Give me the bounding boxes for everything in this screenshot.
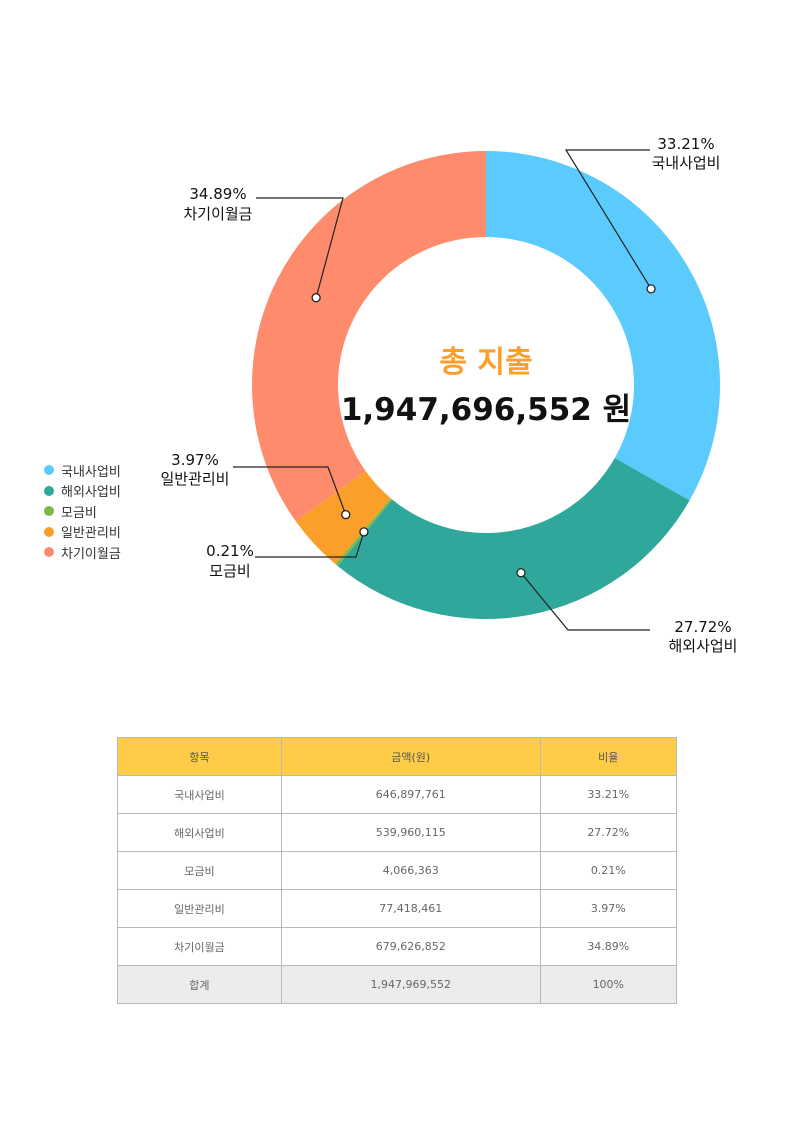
slice-category-label: 국내사업비: [651, 154, 720, 172]
legend-label: 모금비: [61, 505, 97, 521]
table-cell: 646,897,761: [280, 775, 541, 814]
legend-swatch: [44, 506, 54, 517]
legend-swatch: [44, 485, 54, 496]
expense-table: 항목 금액(원) 비율 국내사업비 646,897,761 33.21% 해외사…: [117, 737, 678, 1004]
slice-percent-label: 3.97%: [171, 451, 219, 469]
donut-slice: [337, 458, 690, 620]
donut-slice: [252, 151, 486, 522]
slice-category-label: 모금비: [209, 562, 250, 580]
table-cell: 100%: [539, 965, 678, 1004]
callout-marker: [341, 510, 351, 520]
table-cell: 0.21%: [539, 851, 678, 890]
legend-label: 일반관리비: [61, 526, 121, 542]
legend-label: 해외사업비: [61, 485, 121, 501]
slice-category-label: 차기이월금: [183, 205, 252, 223]
callout-leader-line: [564, 149, 652, 290]
table-cell: 27.72%: [539, 813, 678, 852]
table-cell: 77,418,461: [280, 889, 541, 928]
center-title: 총 지출: [439, 345, 532, 380]
legend-item: 해외사업비: [44, 481, 121, 502]
chart-legend: 국내사업비 해외사업비 모금비 일반관리비 차기이월금: [44, 460, 121, 563]
table-cell: 34.89%: [539, 927, 678, 966]
callout-marker: [646, 284, 656, 294]
table-cell: 4,066,363: [280, 851, 541, 890]
table-cell: 모금비: [117, 851, 282, 890]
slice-percent-label: 0.21%: [206, 542, 254, 560]
slice-category-label: 해외사업비: [668, 637, 737, 655]
table-row: 국내사업비 646,897,761 33.21%: [117, 775, 678, 814]
legend-swatch: [44, 526, 54, 537]
slice-percent-label: 27.72%: [674, 618, 731, 636]
table-cell: 일반관리비: [117, 889, 282, 928]
table-cell: 1,947,969,552: [280, 965, 541, 1004]
table-header-row: 항목 금액(원) 비율: [117, 737, 678, 776]
legend-item: 일반관리비: [44, 522, 121, 543]
table-cell: 해외사업비: [117, 813, 282, 852]
callout-leader-line: [520, 572, 650, 631]
donut-chart: 33.21%국내사업비 27.72%해외사업비 0.21% 모금비 3.97%일반관리비…: [160, 135, 737, 655]
callout-leader-line: [233, 466, 347, 515]
table-cell: 3.97%: [539, 889, 678, 928]
donut-slice: [486, 151, 721, 501]
callout-marker: [516, 568, 526, 578]
center-value: 1,947,696,552 원: [341, 392, 631, 428]
slice-percent-label: 34.89%: [189, 185, 246, 203]
table-total-row: 합계 1,947,969,552 100%: [117, 965, 678, 1004]
callout-leader-line: [255, 531, 365, 558]
slice-category-label: 일반관리비: [160, 470, 229, 488]
table-row: 모금비 4,066,363 0.21%: [117, 851, 678, 890]
table-cell: 차기이월금: [117, 927, 282, 966]
callout-leader-line: [256, 197, 344, 298]
slice-percent-label: 33.21%: [657, 135, 714, 153]
legend-item: 차기이월금: [44, 542, 121, 563]
table-row: 차기이월금 679,626,852 34.89%: [117, 927, 678, 966]
column-header-ratio: 비율: [539, 737, 678, 776]
legend-label: 차기이월금: [61, 546, 121, 562]
table-row: 해외사업비 539,960,115 27.72%: [117, 813, 678, 852]
callout-marker: [311, 293, 321, 303]
table-row: 일반관리비 77,418,461 3.97%: [117, 889, 678, 928]
legend-item: 국내사업비: [44, 460, 121, 481]
table-cell: 539,960,115: [280, 813, 541, 852]
legend-item: 모금비: [44, 501, 121, 522]
table-cell: 679,626,852: [280, 927, 541, 966]
table-cell: 33.21%: [539, 775, 678, 814]
legend-swatch: [44, 465, 54, 476]
column-header-amount: 금액(원): [280, 737, 541, 776]
table-cell: 국내사업비: [117, 775, 282, 814]
table-cell: 합계: [117, 965, 282, 1004]
column-header-item: 항목: [117, 737, 282, 776]
legend-label: 국내사업비: [61, 464, 121, 480]
legend-swatch: [44, 547, 54, 558]
callout-marker: [359, 527, 369, 537]
